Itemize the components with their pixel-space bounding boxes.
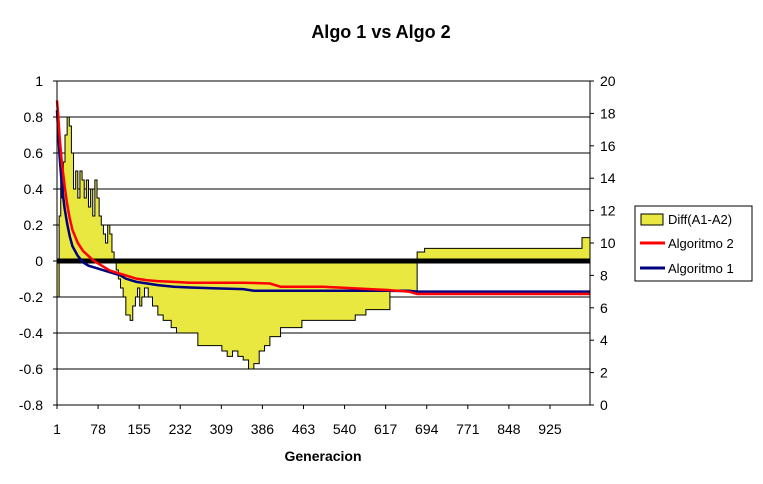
legend-label-algoritmo-2: Algoritmo 2	[668, 236, 734, 251]
y-tick-label-5: 0	[35, 253, 43, 269]
y2-tick-label-10: 0	[600, 397, 608, 413]
legend-label-algoritmo-1: Algoritmo 1	[668, 261, 734, 276]
x-tick-label-6: 463	[292, 421, 316, 437]
x-tick-label-2: 155	[127, 421, 151, 437]
y-tick-label-2: 0.6	[24, 145, 44, 161]
y-tick-label-3: 0.4	[24, 181, 44, 197]
x-tick-label-3: 232	[169, 421, 193, 437]
y-tick-label-8: -0.6	[19, 361, 43, 377]
x-tick-labels: 1 78 155 232 309 386 463 540 617 694 771 848 925	[53, 405, 562, 437]
y-tick-label-4: 0.2	[24, 217, 44, 233]
y2-tick-label-1: 18	[600, 105, 616, 121]
x-tick-label-11: 848	[497, 421, 521, 437]
axes	[56, 81, 591, 406]
y2-tick-label-6: 8	[600, 267, 608, 283]
legend-label-diff: Diff(A1-A2)	[668, 212, 732, 227]
y2-tick-label-8: 4	[600, 332, 608, 348]
x-tick-label-10: 771	[456, 421, 480, 437]
diff-area-series	[56, 116, 591, 370]
x-tick-label-9: 694	[415, 421, 439, 437]
y-tick-label-6: -0.2	[19, 289, 43, 305]
series-line-algoritmo-1	[55, 110, 590, 293]
y2-tick-label-9: 2	[600, 365, 608, 381]
y-tick-labels: 1 0.8 0.6 0.4 0.2 0 -0.2 -0.4 -0.6 -0.8	[19, 73, 57, 413]
grid-lines	[57, 80, 590, 406]
x-tick-label-7: 540	[333, 421, 357, 437]
legend-swatch-diff	[640, 213, 664, 226]
series-line-algoritmo-2	[55, 100, 590, 296]
x-tick-label-12: 925	[538, 421, 562, 437]
y2-tick-label-5: 10	[600, 235, 616, 251]
y2-tick-label-7: 6	[600, 300, 608, 316]
y-tick-label-1: 0.8	[24, 109, 44, 125]
y-tick-label-9: -0.8	[19, 397, 43, 413]
y2-tick-label-0: 20	[600, 73, 616, 89]
line-series	[55, 100, 590, 296]
x-axis-title: Generacion	[284, 448, 361, 464]
x-tick-label-5: 386	[251, 421, 275, 437]
legend: Diff(A1-A2) Algoritmo 2 Algoritmo 1	[634, 205, 753, 282]
y2-tick-label-2: 16	[600, 138, 616, 154]
y2-tick-label-4: 12	[600, 203, 616, 219]
x-tick-label-4: 309	[210, 421, 234, 437]
chart-title: Algo 1 vs Algo 2	[311, 22, 450, 42]
y2-tick-label-3: 14	[600, 170, 616, 186]
y-tick-label-7: -0.4	[19, 325, 43, 341]
y-tick-label-0: 1	[35, 73, 43, 89]
x-tick-label-1: 78	[90, 421, 106, 437]
series-diff-area	[56, 116, 591, 370]
x-tick-label-0: 1	[53, 421, 61, 437]
x-tick-label-8: 617	[374, 421, 398, 437]
